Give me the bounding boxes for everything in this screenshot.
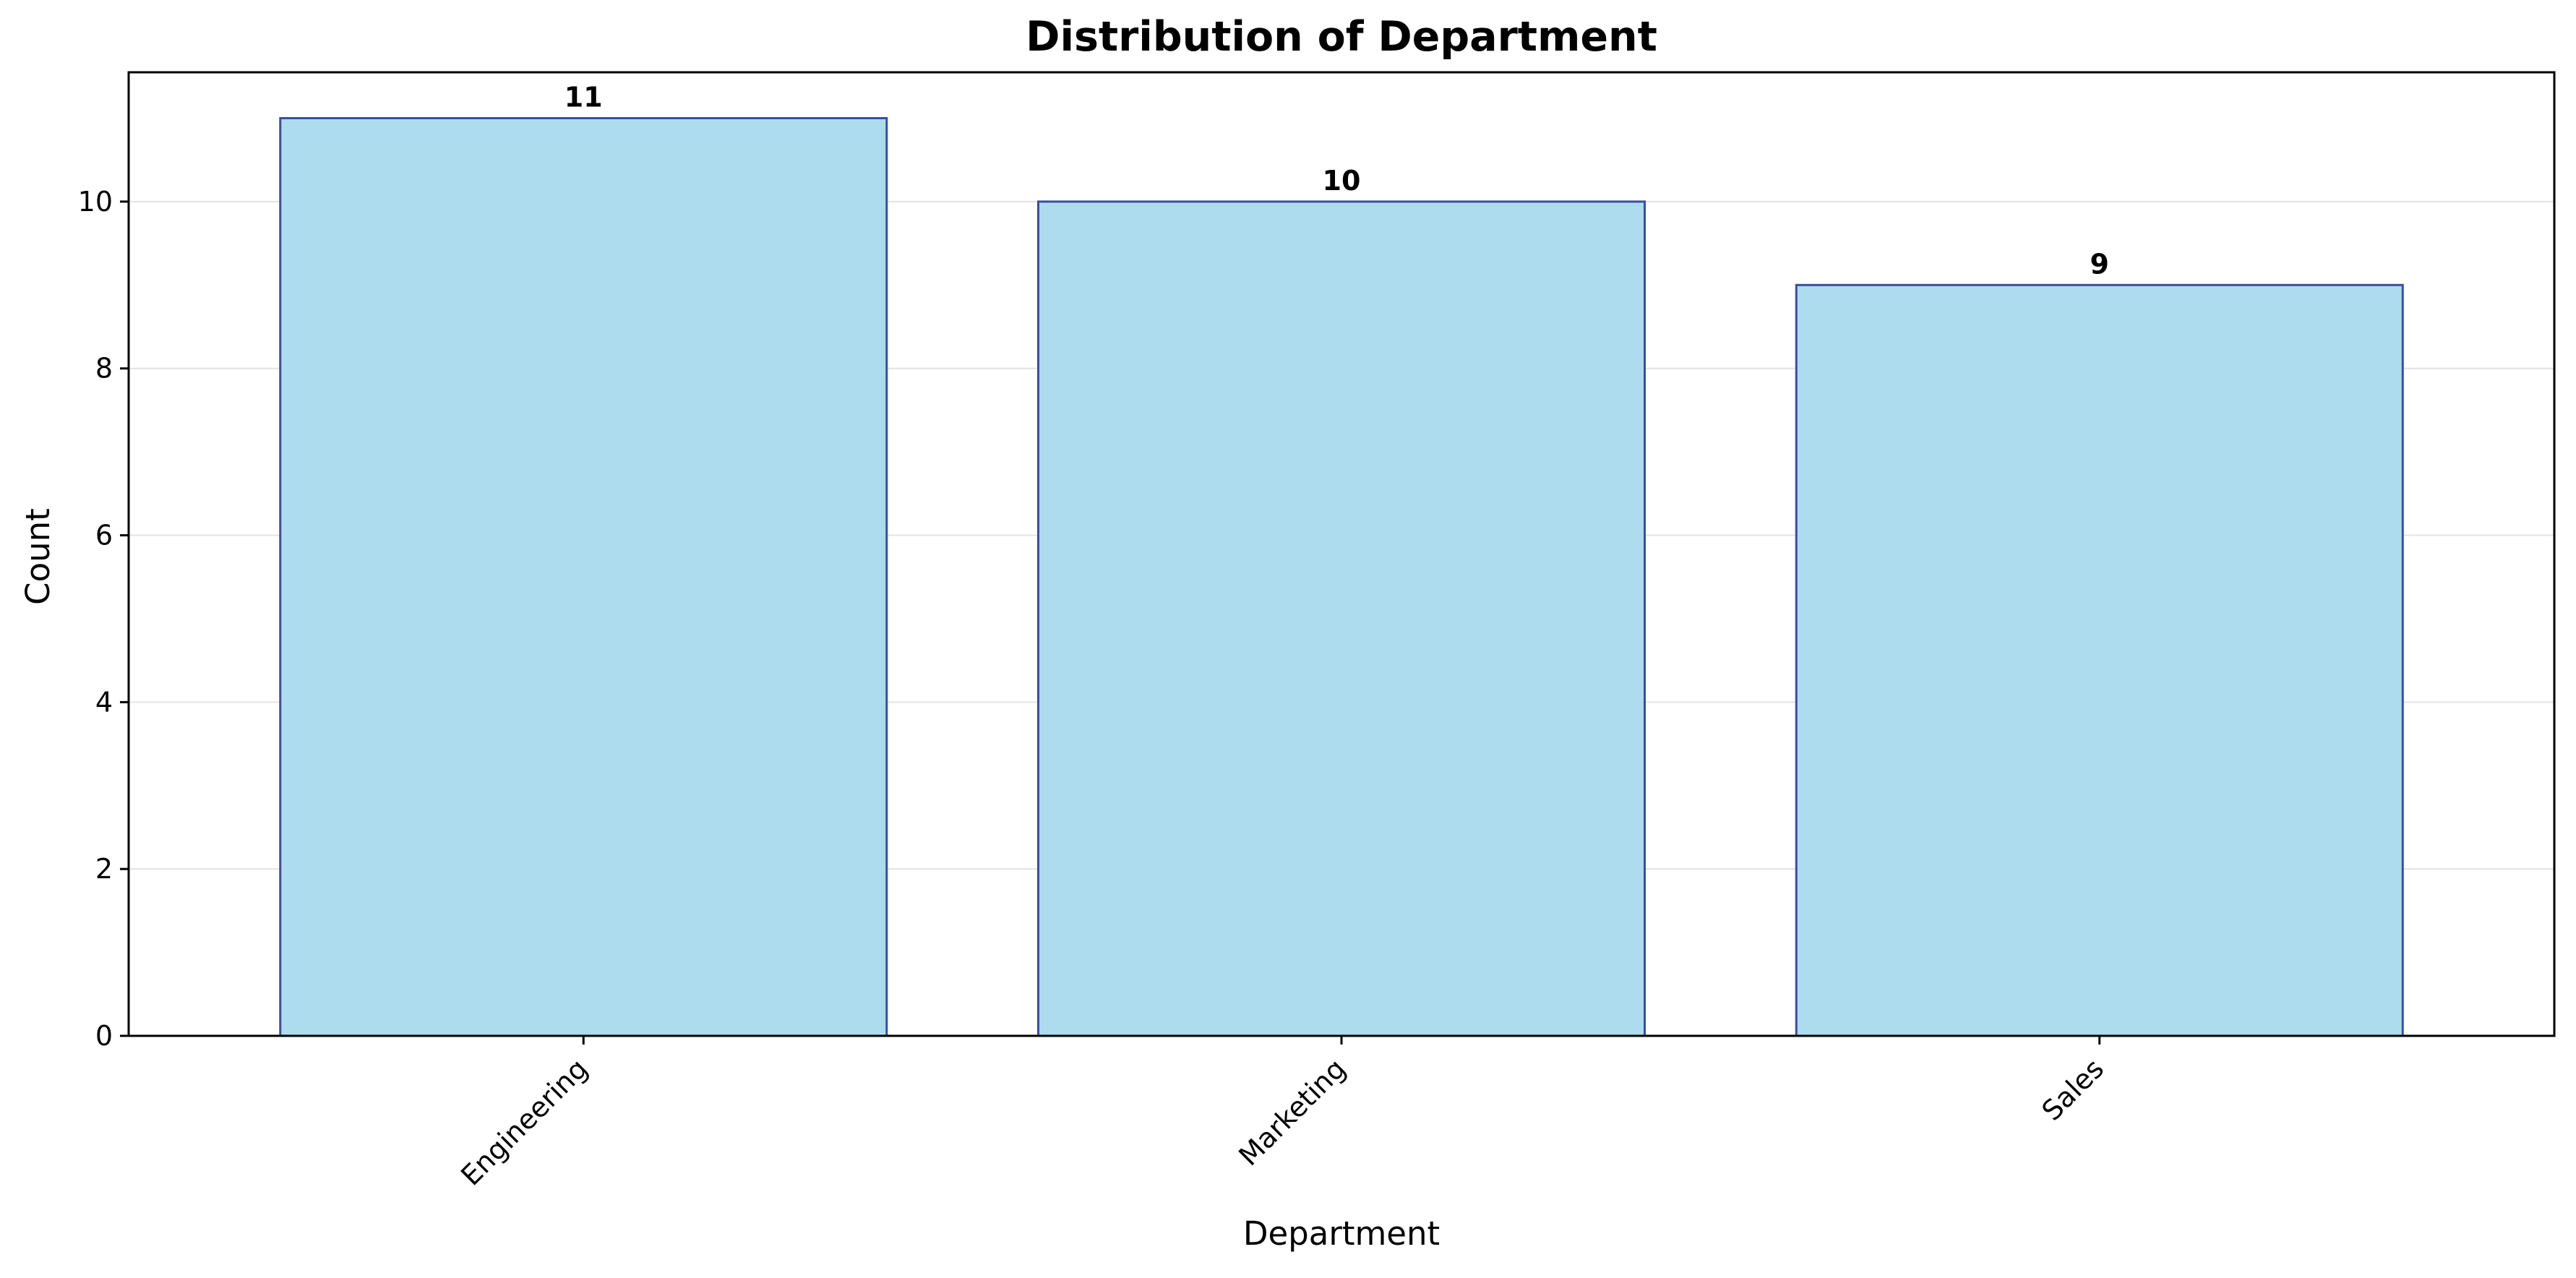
bar-engineering [279,116,888,1037]
y-axis-label: Count [19,508,57,605]
data-label: 9 [2090,248,2109,280]
data-label: 10 [1323,165,1361,197]
chart-title: Distribution of Department [1026,13,1657,61]
bar-sales [1795,283,2404,1037]
y-tick-label: 8 [95,353,113,385]
y-tick-label: 0 [95,1020,113,1052]
y-tick-label: 6 [95,520,113,552]
y-tick-label: 4 [95,686,113,718]
x-axis-label: Department [1243,1214,1440,1253]
data-labels: 11 10 9 [564,81,2109,280]
bars [279,116,2404,1037]
y-tick-label: 10 [78,186,113,218]
data-label: 11 [564,81,603,113]
y-tick-label: 2 [95,853,113,885]
bar-marketing [1037,200,1646,1037]
